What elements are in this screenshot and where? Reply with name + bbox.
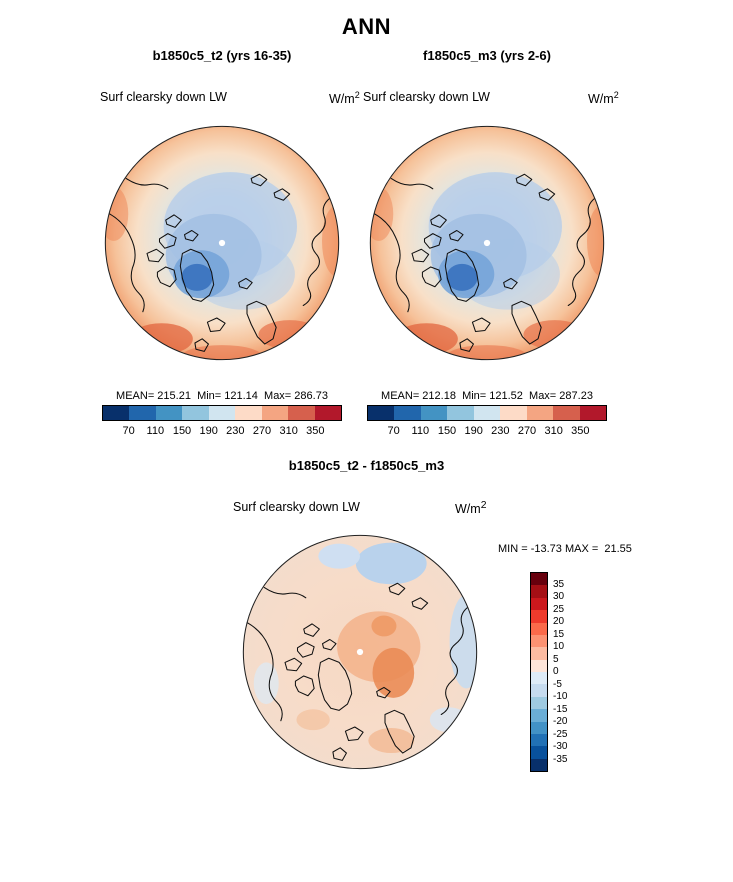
colorbar-segment bbox=[288, 406, 315, 420]
colorbar-segment bbox=[531, 733, 547, 747]
colorbar-segment bbox=[103, 406, 130, 420]
units-label-right: W/m2 bbox=[588, 90, 619, 106]
colorbar-segment bbox=[531, 721, 547, 734]
diff-units-label: W/m2 bbox=[455, 500, 486, 516]
units-base: W/m bbox=[455, 502, 481, 517]
colorbar-tick-label: -15 bbox=[553, 703, 568, 715]
panel-title-right: f1850c5_m3 (yrs 2-6) bbox=[423, 48, 551, 63]
colorbar-left bbox=[102, 405, 342, 421]
colorbar-tick-label: 350 bbox=[306, 425, 325, 437]
colorbar-tick-label: 310 bbox=[544, 425, 563, 437]
stats-line-left: MEAN= 215.21 Min= 121.14 Max= 286.73 bbox=[116, 390, 328, 402]
colorbar-segment bbox=[500, 406, 527, 420]
colorbar-tick-label: 70 bbox=[387, 425, 400, 437]
diff-colorbar-labels: 35 30 25 20 15 10 5 0 -5 -10 -15 -20 -25 -30 -35 bbox=[553, 572, 589, 772]
colorbar-segment bbox=[531, 597, 547, 611]
colorbar-segment bbox=[368, 406, 395, 420]
colorbar-tick-label: -30 bbox=[553, 741, 568, 752]
colorbar-tick-label: 5 bbox=[553, 653, 559, 665]
colorbar-tick-label: -10 bbox=[553, 691, 568, 702]
colorbar-segment bbox=[129, 406, 156, 420]
colorbar-tick-label: 150 bbox=[172, 425, 192, 437]
units-exponent: 2 bbox=[480, 500, 487, 511]
units-exponent: 2 bbox=[354, 90, 360, 100]
colorbar-segment bbox=[531, 672, 547, 685]
colorbar-segment bbox=[208, 406, 236, 420]
colorbar-segment bbox=[531, 746, 547, 759]
colorbar-segment bbox=[531, 647, 547, 660]
colorbar-tick-label: 350 bbox=[571, 425, 590, 437]
diff-colorbar bbox=[530, 572, 548, 772]
units-label-left: W/m2 bbox=[329, 90, 360, 106]
colorbar-segment bbox=[235, 406, 262, 420]
colorbar-tick-label: 0 bbox=[553, 666, 559, 677]
diff-minmax: MIN = -13.73 MAX = 21.55 bbox=[498, 543, 632, 555]
colorbar-segment bbox=[314, 406, 341, 420]
colorbar-segment bbox=[531, 622, 547, 635]
colorbar-tick-label: 150 bbox=[437, 425, 457, 437]
colorbar-segment bbox=[261, 406, 289, 420]
colorbar-tick-label: 20 bbox=[553, 616, 565, 627]
colorbar-ticks-left: 70 110 150 190 230 270 310 350 bbox=[102, 425, 342, 439]
colorbar-segment bbox=[531, 610, 547, 623]
colorbar-segment bbox=[531, 585, 547, 598]
units-base: W/m bbox=[329, 92, 355, 107]
colorbar-tick-label: 110 bbox=[146, 425, 165, 437]
colorbar-tick-label: 190 bbox=[464, 425, 483, 437]
colorbar-segment bbox=[473, 406, 501, 420]
diff-field-label: Surf clearsky down LW bbox=[233, 500, 360, 514]
colorbar-segment bbox=[531, 709, 547, 722]
units-exponent: 2 bbox=[613, 90, 619, 100]
colorbar-right bbox=[367, 405, 607, 421]
colorbar-segment bbox=[553, 406, 580, 420]
colorbar-segment bbox=[447, 406, 474, 420]
colorbar-tick-label: 230 bbox=[226, 425, 245, 437]
colorbar-segment bbox=[526, 406, 554, 420]
colorbar-tick-label: 270 bbox=[252, 425, 272, 437]
colorbar-segment bbox=[531, 634, 547, 648]
colorbar-tick-label: -35 bbox=[553, 753, 568, 765]
colorbar-segment bbox=[531, 696, 547, 710]
colorbar-tick-label: 70 bbox=[122, 425, 135, 437]
colorbar-tick-label: 270 bbox=[517, 425, 537, 437]
panel-title-left: b1850c5_t2 (yrs 16-35) bbox=[152, 48, 292, 63]
colorbar-segment bbox=[182, 406, 209, 420]
colorbar-segment bbox=[531, 659, 547, 672]
colorbar-tick-label: 230 bbox=[491, 425, 510, 437]
colorbar-segment bbox=[531, 684, 547, 697]
field-label-left: Surf clearsky down LW bbox=[100, 90, 227, 104]
stats-line-right: MEAN= 212.18 Min= 121.52 Max= 287.23 bbox=[381, 390, 593, 402]
map-f1850c5-m3 bbox=[362, 118, 612, 368]
diff-panel-title: b1850c5_t2 - f1850c5_m3 bbox=[288, 458, 445, 473]
map-b1850c5-t2 bbox=[97, 118, 347, 368]
colorbar-segment bbox=[531, 573, 547, 586]
colorbar-tick-label: 25 bbox=[553, 603, 565, 615]
map-difference bbox=[235, 527, 485, 777]
colorbar-tick-label: -20 bbox=[553, 716, 568, 727]
colorbar-tick-label: -5 bbox=[553, 678, 562, 690]
colorbar-tick-label: 15 bbox=[553, 628, 565, 640]
colorbar-tick-label: 30 bbox=[553, 591, 565, 602]
colorbar-tick-label: 310 bbox=[279, 425, 298, 437]
colorbar-segment bbox=[155, 406, 183, 420]
colorbar-tick-label: 110 bbox=[411, 425, 430, 437]
page-title: ANN bbox=[341, 14, 392, 39]
colorbar-segment bbox=[579, 406, 606, 420]
colorbar-segment bbox=[420, 406, 448, 420]
colorbar-tick-label: 10 bbox=[553, 641, 565, 652]
colorbar-segment bbox=[531, 758, 547, 771]
colorbar-tick-label: 190 bbox=[199, 425, 218, 437]
units-base: W/m bbox=[588, 92, 614, 107]
colorbar-tick-label: 35 bbox=[553, 578, 565, 590]
colorbar-ticks-right: 70 110 150 190 230 270 310 350 bbox=[367, 425, 607, 439]
colorbar-segment bbox=[394, 406, 421, 420]
colorbar-tick-label: -25 bbox=[553, 728, 568, 740]
field-label-right: Surf clearsky down LW bbox=[363, 90, 490, 104]
